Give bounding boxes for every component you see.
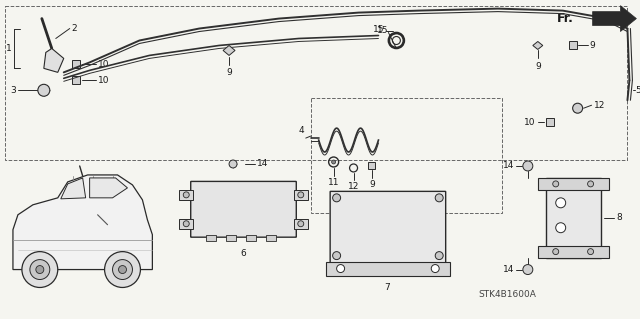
Circle shape [556,223,566,233]
Text: STK4B1600A: STK4B1600A [478,290,536,299]
Circle shape [113,260,132,279]
Text: 7: 7 [385,284,390,293]
Bar [538,246,609,258]
Circle shape [183,221,189,227]
Circle shape [573,103,582,113]
Circle shape [435,194,443,202]
Circle shape [30,260,50,279]
Polygon shape [533,41,543,49]
Circle shape [118,265,127,273]
Circle shape [523,161,533,171]
Text: 5: 5 [636,86,640,95]
Bar [5,6,627,160]
Text: 14: 14 [502,161,514,170]
Circle shape [553,181,559,187]
FancyBboxPatch shape [191,182,296,237]
Circle shape [332,160,335,164]
Text: 2: 2 [72,24,77,33]
Text: 15: 15 [373,25,385,34]
Circle shape [588,249,593,255]
Circle shape [22,252,58,287]
Circle shape [337,264,344,272]
Text: 14: 14 [257,160,268,168]
Bar [226,235,236,241]
Bar [546,178,600,258]
Text: 10: 10 [98,60,109,69]
Bar [72,60,79,68]
Text: 12: 12 [593,101,605,110]
FancyBboxPatch shape [330,191,445,264]
Text: 9: 9 [226,68,232,78]
Bar [72,76,79,84]
Bar [246,235,256,241]
Text: 1: 1 [6,44,12,53]
Circle shape [556,198,566,208]
Text: 4: 4 [298,126,304,135]
Circle shape [38,84,50,96]
Bar [266,235,276,241]
Circle shape [104,252,140,287]
Polygon shape [223,46,235,56]
Text: 12: 12 [348,182,359,191]
Circle shape [298,192,304,198]
Text: 9: 9 [589,41,595,50]
Circle shape [298,221,304,227]
Polygon shape [90,178,127,198]
Polygon shape [44,48,64,72]
Circle shape [183,192,189,198]
Circle shape [588,181,593,187]
Text: 11: 11 [328,178,339,187]
Circle shape [333,252,340,260]
Circle shape [553,249,559,255]
Circle shape [523,264,533,275]
Text: 8: 8 [616,213,622,222]
Bar [206,235,216,241]
Circle shape [229,160,237,168]
Bar [294,190,308,200]
Bar [569,41,577,49]
Bar [179,219,193,229]
Circle shape [333,194,340,202]
Text: 6: 6 [240,249,246,258]
Bar [311,98,502,213]
Polygon shape [593,6,636,32]
Text: 9: 9 [369,180,375,189]
Polygon shape [13,175,152,270]
Text: 3: 3 [10,86,16,95]
Bar [179,190,193,200]
Circle shape [36,265,44,273]
Bar [294,219,308,229]
Circle shape [435,252,443,260]
Text: 14: 14 [502,265,514,274]
Bar [369,162,376,169]
Bar [546,118,554,126]
Bar [538,178,609,190]
Text: 10: 10 [524,118,536,127]
Text: 15: 15 [377,26,388,35]
Text: 9: 9 [535,63,541,71]
Circle shape [431,264,439,272]
Text: 10: 10 [98,76,109,85]
Polygon shape [61,178,86,199]
Bar [326,262,450,276]
Text: Fr.: Fr. [557,12,573,25]
